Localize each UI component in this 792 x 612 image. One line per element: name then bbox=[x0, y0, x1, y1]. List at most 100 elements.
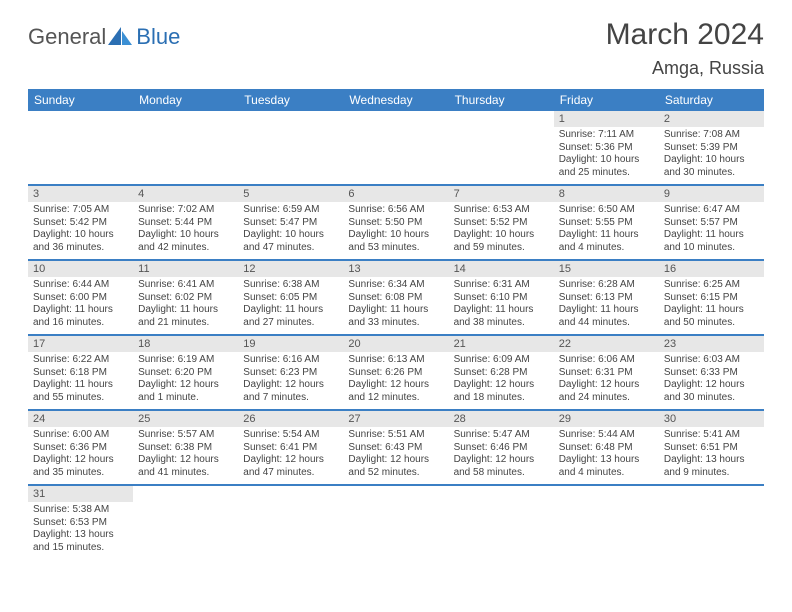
day-details: Sunrise: 6:59 AMSunset: 5:47 PMDaylight:… bbox=[238, 202, 343, 259]
day-number bbox=[659, 486, 764, 502]
daylight-text: Daylight: 11 hours and 21 minutes. bbox=[138, 304, 233, 329]
calendar-day-cell bbox=[343, 111, 448, 185]
calendar-day-cell bbox=[238, 111, 343, 185]
sunrise-text: Sunrise: 7:02 AM bbox=[138, 204, 233, 217]
weekday-header-row: Sunday Monday Tuesday Wednesday Thursday… bbox=[28, 89, 764, 111]
calendar-day-cell: 11Sunrise: 6:41 AMSunset: 6:02 PMDayligh… bbox=[133, 260, 238, 335]
calendar-day-cell: 17Sunrise: 6:22 AMSunset: 6:18 PMDayligh… bbox=[28, 335, 133, 410]
day-number bbox=[133, 111, 238, 127]
sunset-text: Sunset: 6:28 PM bbox=[454, 367, 549, 380]
day-details bbox=[238, 502, 343, 552]
weekday-header: Sunday bbox=[28, 89, 133, 111]
sunset-text: Sunset: 6:46 PM bbox=[454, 442, 549, 455]
day-details: Sunrise: 5:54 AMSunset: 6:41 PMDaylight:… bbox=[238, 427, 343, 484]
daylight-text: Daylight: 12 hours and 18 minutes. bbox=[454, 379, 549, 404]
sunset-text: Sunset: 5:52 PM bbox=[454, 217, 549, 230]
calendar-day-cell: 7Sunrise: 6:53 AMSunset: 5:52 PMDaylight… bbox=[449, 185, 554, 260]
calendar-day-cell bbox=[238, 485, 343, 559]
day-details: Sunrise: 6:19 AMSunset: 6:20 PMDaylight:… bbox=[133, 352, 238, 409]
day-details: Sunrise: 5:44 AMSunset: 6:48 PMDaylight:… bbox=[554, 427, 659, 484]
sunrise-text: Sunrise: 5:57 AM bbox=[138, 429, 233, 442]
day-number: 13 bbox=[343, 261, 448, 277]
daylight-text: Daylight: 12 hours and 41 minutes. bbox=[138, 454, 233, 479]
sunrise-text: Sunrise: 6:25 AM bbox=[664, 279, 759, 292]
calendar-day-cell: 14Sunrise: 6:31 AMSunset: 6:10 PMDayligh… bbox=[449, 260, 554, 335]
day-details: Sunrise: 6:50 AMSunset: 5:55 PMDaylight:… bbox=[554, 202, 659, 259]
day-details: Sunrise: 6:53 AMSunset: 5:52 PMDaylight:… bbox=[449, 202, 554, 259]
daylight-text: Daylight: 13 hours and 4 minutes. bbox=[559, 454, 654, 479]
calendar-week-row: 10Sunrise: 6:44 AMSunset: 6:00 PMDayligh… bbox=[28, 260, 764, 335]
sunset-text: Sunset: 5:47 PM bbox=[243, 217, 338, 230]
day-details: Sunrise: 6:31 AMSunset: 6:10 PMDaylight:… bbox=[449, 277, 554, 334]
day-number: 29 bbox=[554, 411, 659, 427]
sail-icon bbox=[108, 27, 134, 47]
day-number: 10 bbox=[28, 261, 133, 277]
day-details: Sunrise: 5:51 AMSunset: 6:43 PMDaylight:… bbox=[343, 427, 448, 484]
sunrise-text: Sunrise: 5:47 AM bbox=[454, 429, 549, 442]
calendar-day-cell: 16Sunrise: 6:25 AMSunset: 6:15 PMDayligh… bbox=[659, 260, 764, 335]
brand-part2: Blue bbox=[136, 24, 180, 50]
daylight-text: Daylight: 11 hours and 55 minutes. bbox=[33, 379, 128, 404]
sunset-text: Sunset: 6:31 PM bbox=[559, 367, 654, 380]
sunset-text: Sunset: 5:39 PM bbox=[664, 142, 759, 155]
day-number: 25 bbox=[133, 411, 238, 427]
day-details: Sunrise: 6:56 AMSunset: 5:50 PMDaylight:… bbox=[343, 202, 448, 259]
sunset-text: Sunset: 6:15 PM bbox=[664, 292, 759, 305]
day-details bbox=[343, 127, 448, 177]
weekday-header: Saturday bbox=[659, 89, 764, 111]
day-number: 4 bbox=[133, 186, 238, 202]
sunset-text: Sunset: 5:42 PM bbox=[33, 217, 128, 230]
calendar-day-cell: 26Sunrise: 5:54 AMSunset: 6:41 PMDayligh… bbox=[238, 410, 343, 485]
day-details: Sunrise: 6:13 AMSunset: 6:26 PMDaylight:… bbox=[343, 352, 448, 409]
calendar-day-cell: 13Sunrise: 6:34 AMSunset: 6:08 PMDayligh… bbox=[343, 260, 448, 335]
sunrise-text: Sunrise: 6:47 AM bbox=[664, 204, 759, 217]
calendar-day-cell: 27Sunrise: 5:51 AMSunset: 6:43 PMDayligh… bbox=[343, 410, 448, 485]
calendar-day-cell bbox=[133, 485, 238, 559]
calendar-day-cell: 29Sunrise: 5:44 AMSunset: 6:48 PMDayligh… bbox=[554, 410, 659, 485]
sunset-text: Sunset: 5:57 PM bbox=[664, 217, 759, 230]
calendar-day-cell bbox=[343, 485, 448, 559]
day-number: 19 bbox=[238, 336, 343, 352]
daylight-text: Daylight: 11 hours and 33 minutes. bbox=[348, 304, 443, 329]
daylight-text: Daylight: 12 hours and 7 minutes. bbox=[243, 379, 338, 404]
day-number: 6 bbox=[343, 186, 448, 202]
sunrise-text: Sunrise: 7:11 AM bbox=[559, 129, 654, 142]
sunset-text: Sunset: 6:48 PM bbox=[559, 442, 654, 455]
day-details bbox=[133, 127, 238, 177]
daylight-text: Daylight: 12 hours and 24 minutes. bbox=[559, 379, 654, 404]
day-number bbox=[554, 486, 659, 502]
sunset-text: Sunset: 5:36 PM bbox=[559, 142, 654, 155]
day-details bbox=[28, 127, 133, 177]
day-details: Sunrise: 6:47 AMSunset: 5:57 PMDaylight:… bbox=[659, 202, 764, 259]
daylight-text: Daylight: 11 hours and 38 minutes. bbox=[454, 304, 549, 329]
day-number: 26 bbox=[238, 411, 343, 427]
calendar-week-row: 17Sunrise: 6:22 AMSunset: 6:18 PMDayligh… bbox=[28, 335, 764, 410]
calendar-day-cell: 31Sunrise: 5:38 AMSunset: 6:53 PMDayligh… bbox=[28, 485, 133, 559]
daylight-text: Daylight: 12 hours and 52 minutes. bbox=[348, 454, 443, 479]
day-details bbox=[238, 127, 343, 177]
daylight-text: Daylight: 10 hours and 30 minutes. bbox=[664, 154, 759, 179]
sunrise-text: Sunrise: 5:38 AM bbox=[33, 504, 128, 517]
day-details: Sunrise: 5:41 AMSunset: 6:51 PMDaylight:… bbox=[659, 427, 764, 484]
daylight-text: Daylight: 11 hours and 27 minutes. bbox=[243, 304, 338, 329]
calendar-day-cell: 25Sunrise: 5:57 AMSunset: 6:38 PMDayligh… bbox=[133, 410, 238, 485]
calendar-week-row: 1Sunrise: 7:11 AMSunset: 5:36 PMDaylight… bbox=[28, 111, 764, 185]
sunset-text: Sunset: 6:38 PM bbox=[138, 442, 233, 455]
day-details: Sunrise: 5:47 AMSunset: 6:46 PMDaylight:… bbox=[449, 427, 554, 484]
calendar-day-cell: 22Sunrise: 6:06 AMSunset: 6:31 PMDayligh… bbox=[554, 335, 659, 410]
day-details: Sunrise: 5:57 AMSunset: 6:38 PMDaylight:… bbox=[133, 427, 238, 484]
daylight-text: Daylight: 10 hours and 53 minutes. bbox=[348, 229, 443, 254]
sunrise-text: Sunrise: 6:28 AM bbox=[559, 279, 654, 292]
calendar-day-cell: 12Sunrise: 6:38 AMSunset: 6:05 PMDayligh… bbox=[238, 260, 343, 335]
calendar-day-cell bbox=[554, 485, 659, 559]
sunrise-text: Sunrise: 6:16 AM bbox=[243, 354, 338, 367]
day-number: 5 bbox=[238, 186, 343, 202]
calendar-day-cell: 6Sunrise: 6:56 AMSunset: 5:50 PMDaylight… bbox=[343, 185, 448, 260]
calendar-day-cell: 15Sunrise: 6:28 AMSunset: 6:13 PMDayligh… bbox=[554, 260, 659, 335]
day-number: 20 bbox=[343, 336, 448, 352]
weekday-header: Monday bbox=[133, 89, 238, 111]
sunrise-text: Sunrise: 5:44 AM bbox=[559, 429, 654, 442]
calendar-day-cell: 2Sunrise: 7:08 AMSunset: 5:39 PMDaylight… bbox=[659, 111, 764, 185]
daylight-text: Daylight: 10 hours and 36 minutes. bbox=[33, 229, 128, 254]
day-number bbox=[449, 111, 554, 127]
